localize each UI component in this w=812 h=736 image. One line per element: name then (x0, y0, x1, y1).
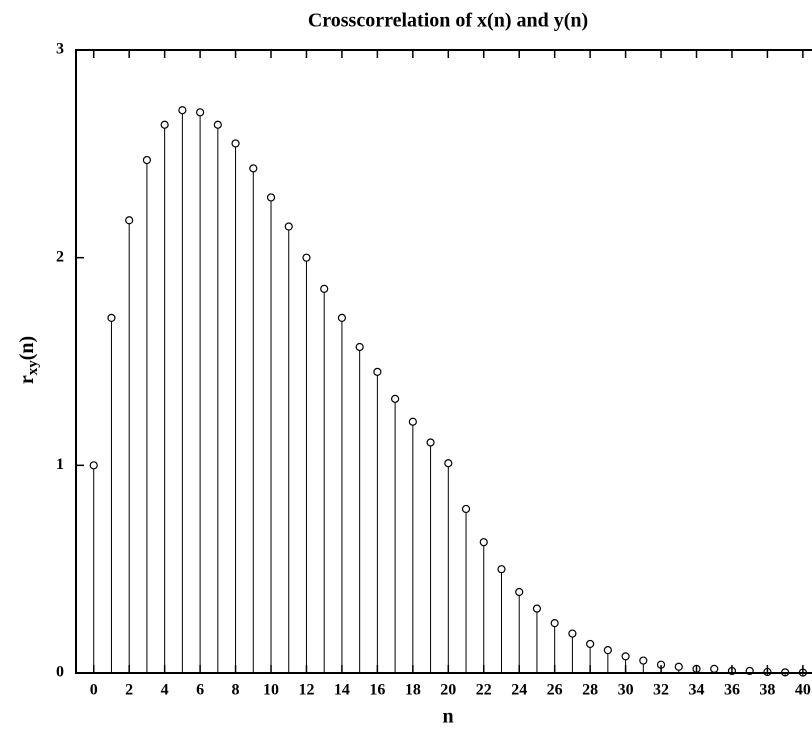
stem-marker (302, 253, 311, 262)
x-tick-label: 34 (689, 682, 705, 699)
y-label-sub: xy (25, 360, 41, 376)
stem-marker (781, 668, 790, 677)
x-tick-label: 20 (440, 682, 456, 699)
chart-title: Crosscorrelation of x(n) and y(n) (308, 10, 588, 32)
x-tick-label: 36 (724, 682, 740, 699)
x-tick-label: 6 (196, 682, 204, 699)
stem-marker (586, 639, 595, 649)
stem-marker (568, 629, 577, 638)
stem-marker (479, 538, 488, 547)
stem-marker (692, 664, 701, 673)
x-tick-label: 30 (618, 682, 634, 699)
stem-marker (710, 664, 719, 673)
stem-marker (745, 666, 754, 676)
stem-marker (550, 619, 559, 628)
y-label-tail: (n) (16, 336, 38, 360)
x-tick-label: 26 (547, 682, 563, 699)
stem-marker (639, 656, 648, 665)
x-tick-label: 16 (369, 682, 385, 699)
stem-marker (196, 108, 205, 117)
stem-marker (249, 164, 258, 173)
stem-marker (391, 394, 400, 403)
stem-marker (497, 565, 506, 574)
stem-marker (444, 459, 453, 468)
stem-marker (213, 120, 222, 129)
stem-marker (763, 667, 772, 677)
x-tick-label: 4 (161, 682, 169, 699)
y-axis-label: rxy(n) (16, 336, 42, 384)
x-tick-label: 28 (582, 682, 598, 699)
x-tick-label: 2 (125, 682, 133, 699)
x-tick-label: 12 (298, 682, 314, 699)
stem-marker (107, 313, 116, 322)
stem-marker (142, 155, 152, 165)
stem-marker (798, 668, 807, 677)
stem-marker (674, 662, 683, 671)
x-tick-label: 22 (476, 682, 492, 699)
stem-marker (373, 367, 382, 376)
x-tick-label: 24 (511, 682, 527, 699)
x-tick-label: 14 (334, 682, 350, 699)
y-tick-label: 3 (56, 41, 64, 58)
stem-marker (231, 139, 240, 148)
stem-marker (125, 216, 134, 225)
x-tick-label: 38 (759, 682, 775, 699)
x-axis-label: n (442, 706, 453, 728)
stem-marker (178, 106, 187, 115)
stem-marker (89, 461, 98, 470)
stem-marker (656, 660, 666, 669)
x-tick-label: 0 (90, 682, 98, 699)
x-tick-label: 40 (795, 682, 811, 699)
y-tick-label: 2 (56, 248, 64, 265)
stem-marker (426, 438, 435, 447)
stem-marker (408, 417, 417, 426)
stem-marker (355, 342, 364, 352)
x-tick-label: 18 (405, 682, 421, 699)
stem-marker (515, 587, 524, 597)
x-tick-label: 32 (653, 682, 669, 699)
y-tick-label: 0 (56, 664, 64, 681)
stem-marker (461, 504, 471, 514)
stem-marker (337, 313, 347, 322)
y-tick-label: 1 (56, 456, 64, 473)
stem-marker (320, 284, 329, 293)
stem-marker (621, 652, 630, 661)
plot-frame (75, 49, 812, 674)
stem-marker (603, 646, 612, 655)
stem-marker (284, 222, 293, 231)
y-label-base: r (16, 375, 38, 384)
stem-marker (727, 666, 737, 676)
stem-marker (532, 604, 542, 613)
stem-marker (160, 120, 169, 129)
x-tick-label: 10 (263, 682, 279, 699)
x-tick-label: 8 (232, 682, 240, 699)
stem-marker (266, 193, 276, 202)
